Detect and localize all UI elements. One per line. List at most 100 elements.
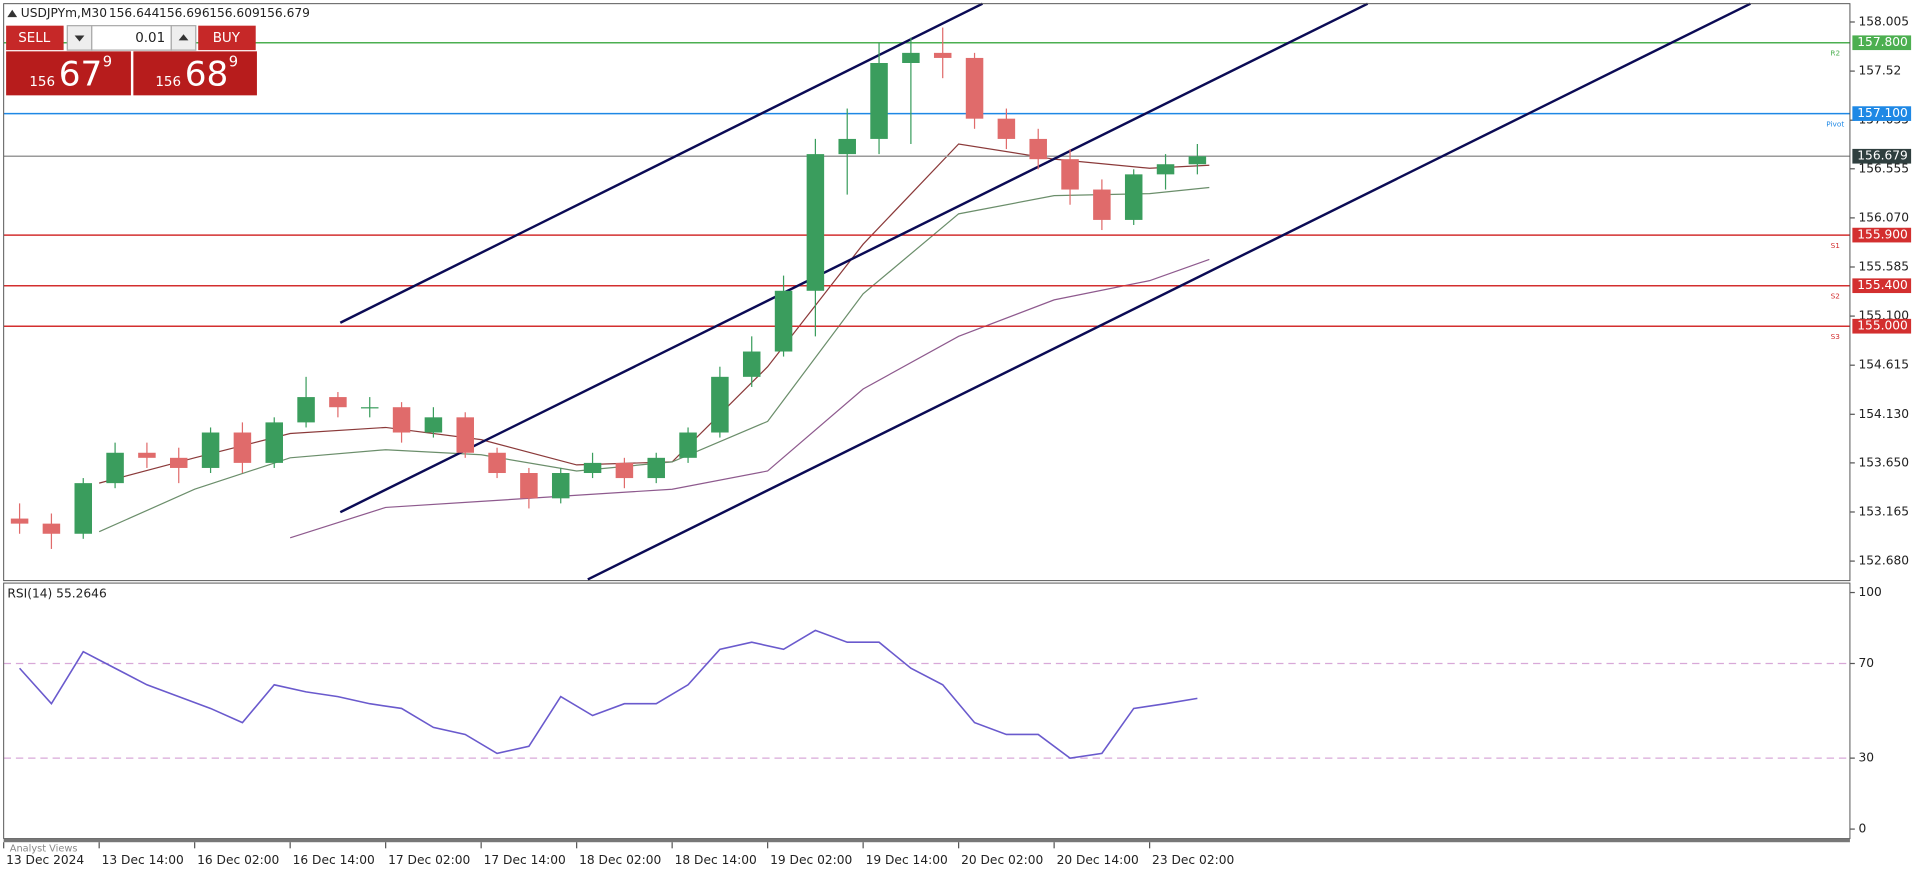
x-tick-label: 20 Dec 14:00	[1057, 853, 1139, 867]
price-tag	[1852, 318, 1912, 334]
ask-big: 156	[155, 75, 181, 90]
price-tag	[1852, 227, 1912, 243]
candle-body	[488, 452, 506, 474]
x-tick-label: 19 Dec 14:00	[866, 853, 948, 867]
candle-body	[74, 483, 93, 534]
rsi-title: RSI(14) 55.2646	[7, 587, 106, 601]
rsi-line	[18, 629, 1198, 759]
x-tick-label: 20 Dec 02:00	[961, 853, 1043, 867]
price-tag-label: 155.000	[1857, 319, 1908, 333]
y-tick-label: 100	[1858, 585, 1881, 599]
candle-body	[329, 397, 347, 408]
candle-body	[902, 52, 920, 63]
candle-body	[520, 473, 538, 499]
bid-small: 9	[103, 53, 112, 70]
x-tick-label: 18 Dec 02:00	[579, 853, 661, 867]
candle-body	[551, 473, 570, 499]
ask-box[interactable]	[133, 51, 257, 96]
trend-line	[339, 2, 1369, 514]
trend-line	[587, 2, 1751, 581]
trade-panel: SELL 0.01 BUY 156 67 9 156 68 9	[6, 25, 257, 96]
price-frame	[3, 3, 1851, 582]
footer: Analyst Views	[10, 843, 78, 854]
y-tick-label: 158.005	[1858, 14, 1909, 28]
price-tag	[1852, 35, 1912, 51]
candle-body	[997, 118, 1016, 139]
ohlc: 156.609	[209, 6, 260, 20]
x-tick-label: 19 Dec 02:00	[770, 853, 852, 867]
plots	[3, 2, 1850, 759]
x-tick-label: 18 Dec 14:00	[675, 853, 757, 867]
sell-button[interactable]	[6, 25, 64, 51]
bid-mid: 67	[59, 54, 103, 94]
x-tick-label: 13 Dec 14:00	[102, 853, 184, 867]
candle-body	[424, 417, 443, 433]
y-tick-label: 155.585	[1858, 259, 1909, 273]
price-tag-label: 155.400	[1857, 278, 1908, 292]
price-tag	[1852, 148, 1912, 164]
y-tick-label: 70	[1858, 656, 1874, 670]
candle-body	[201, 432, 220, 468]
symbol: USDJPYm,M30	[21, 6, 107, 20]
volume: 0.01	[135, 31, 165, 46]
candle-body	[615, 462, 634, 479]
price-tag-label: 155.900	[1857, 228, 1908, 242]
x-tick-label: 16 Dec 02:00	[197, 853, 279, 867]
y-tick-label: 157.52	[1858, 64, 1901, 78]
y-tick-label: 156.070	[1858, 210, 1909, 224]
x-tick-label: 17 Dec 14:00	[484, 853, 566, 867]
y-tick-label: 30	[1858, 751, 1874, 765]
candle-body	[933, 52, 952, 58]
candle-body	[870, 62, 888, 139]
up-arrow	[178, 34, 189, 41]
bid-box[interactable]	[6, 51, 131, 96]
trend-line	[339, 2, 984, 324]
axis-labels: 158.005157.52157.035156.555156.070155.58…	[3, 14, 1912, 867]
volume-down[interactable]	[66, 25, 93, 51]
candle-body	[169, 457, 188, 468]
sell-label: SELL	[18, 31, 51, 46]
level-name: Pivot	[1826, 120, 1844, 129]
candle-body	[1093, 189, 1111, 220]
level-name: S1	[1831, 241, 1840, 250]
candle-body	[1156, 164, 1175, 175]
candle-body	[42, 523, 61, 534]
candle-body	[360, 407, 379, 409]
candle-body	[456, 417, 474, 453]
moving-average	[289, 258, 1210, 539]
collapse-icon[interactable]	[7, 9, 18, 18]
x-tick-label: 23 Dec 02:00	[1152, 853, 1234, 867]
ask-mid: 68	[185, 54, 229, 94]
ohlc: 156.696	[159, 6, 210, 20]
candle-body	[647, 457, 665, 479]
price-tag-label: 156.679	[1857, 149, 1908, 163]
x-tick-label: 16 Dec 14:00	[293, 853, 375, 867]
candle-body	[265, 422, 283, 463]
candle-body	[838, 138, 856, 155]
candle-body	[711, 376, 729, 433]
candle-body	[10, 518, 29, 524]
price-tag-label: 157.100	[1857, 106, 1908, 120]
candle-body	[679, 432, 697, 458]
level-name: R2	[1830, 49, 1840, 58]
candle-body	[1188, 156, 1207, 165]
ohlc: 156.644	[109, 6, 160, 20]
y-tick-label: 153.165	[1858, 504, 1909, 518]
candle-body	[138, 452, 156, 458]
y-tick-label: 154.130	[1858, 407, 1909, 421]
candle-body	[806, 154, 825, 291]
candle-body	[106, 452, 124, 484]
x-tick-label: 17 Dec 02:00	[388, 853, 470, 867]
price-tag	[1852, 278, 1912, 294]
candle-body	[1124, 174, 1143, 220]
y-tick-label: 153.650	[1858, 455, 1909, 469]
candle-body	[742, 351, 761, 377]
candle-body	[583, 462, 602, 474]
buy-button[interactable]	[198, 25, 256, 51]
candle-body	[392, 407, 411, 433]
candle-body	[1061, 159, 1079, 190]
buy-label: BUY	[213, 31, 241, 46]
down-arrow	[74, 35, 85, 42]
